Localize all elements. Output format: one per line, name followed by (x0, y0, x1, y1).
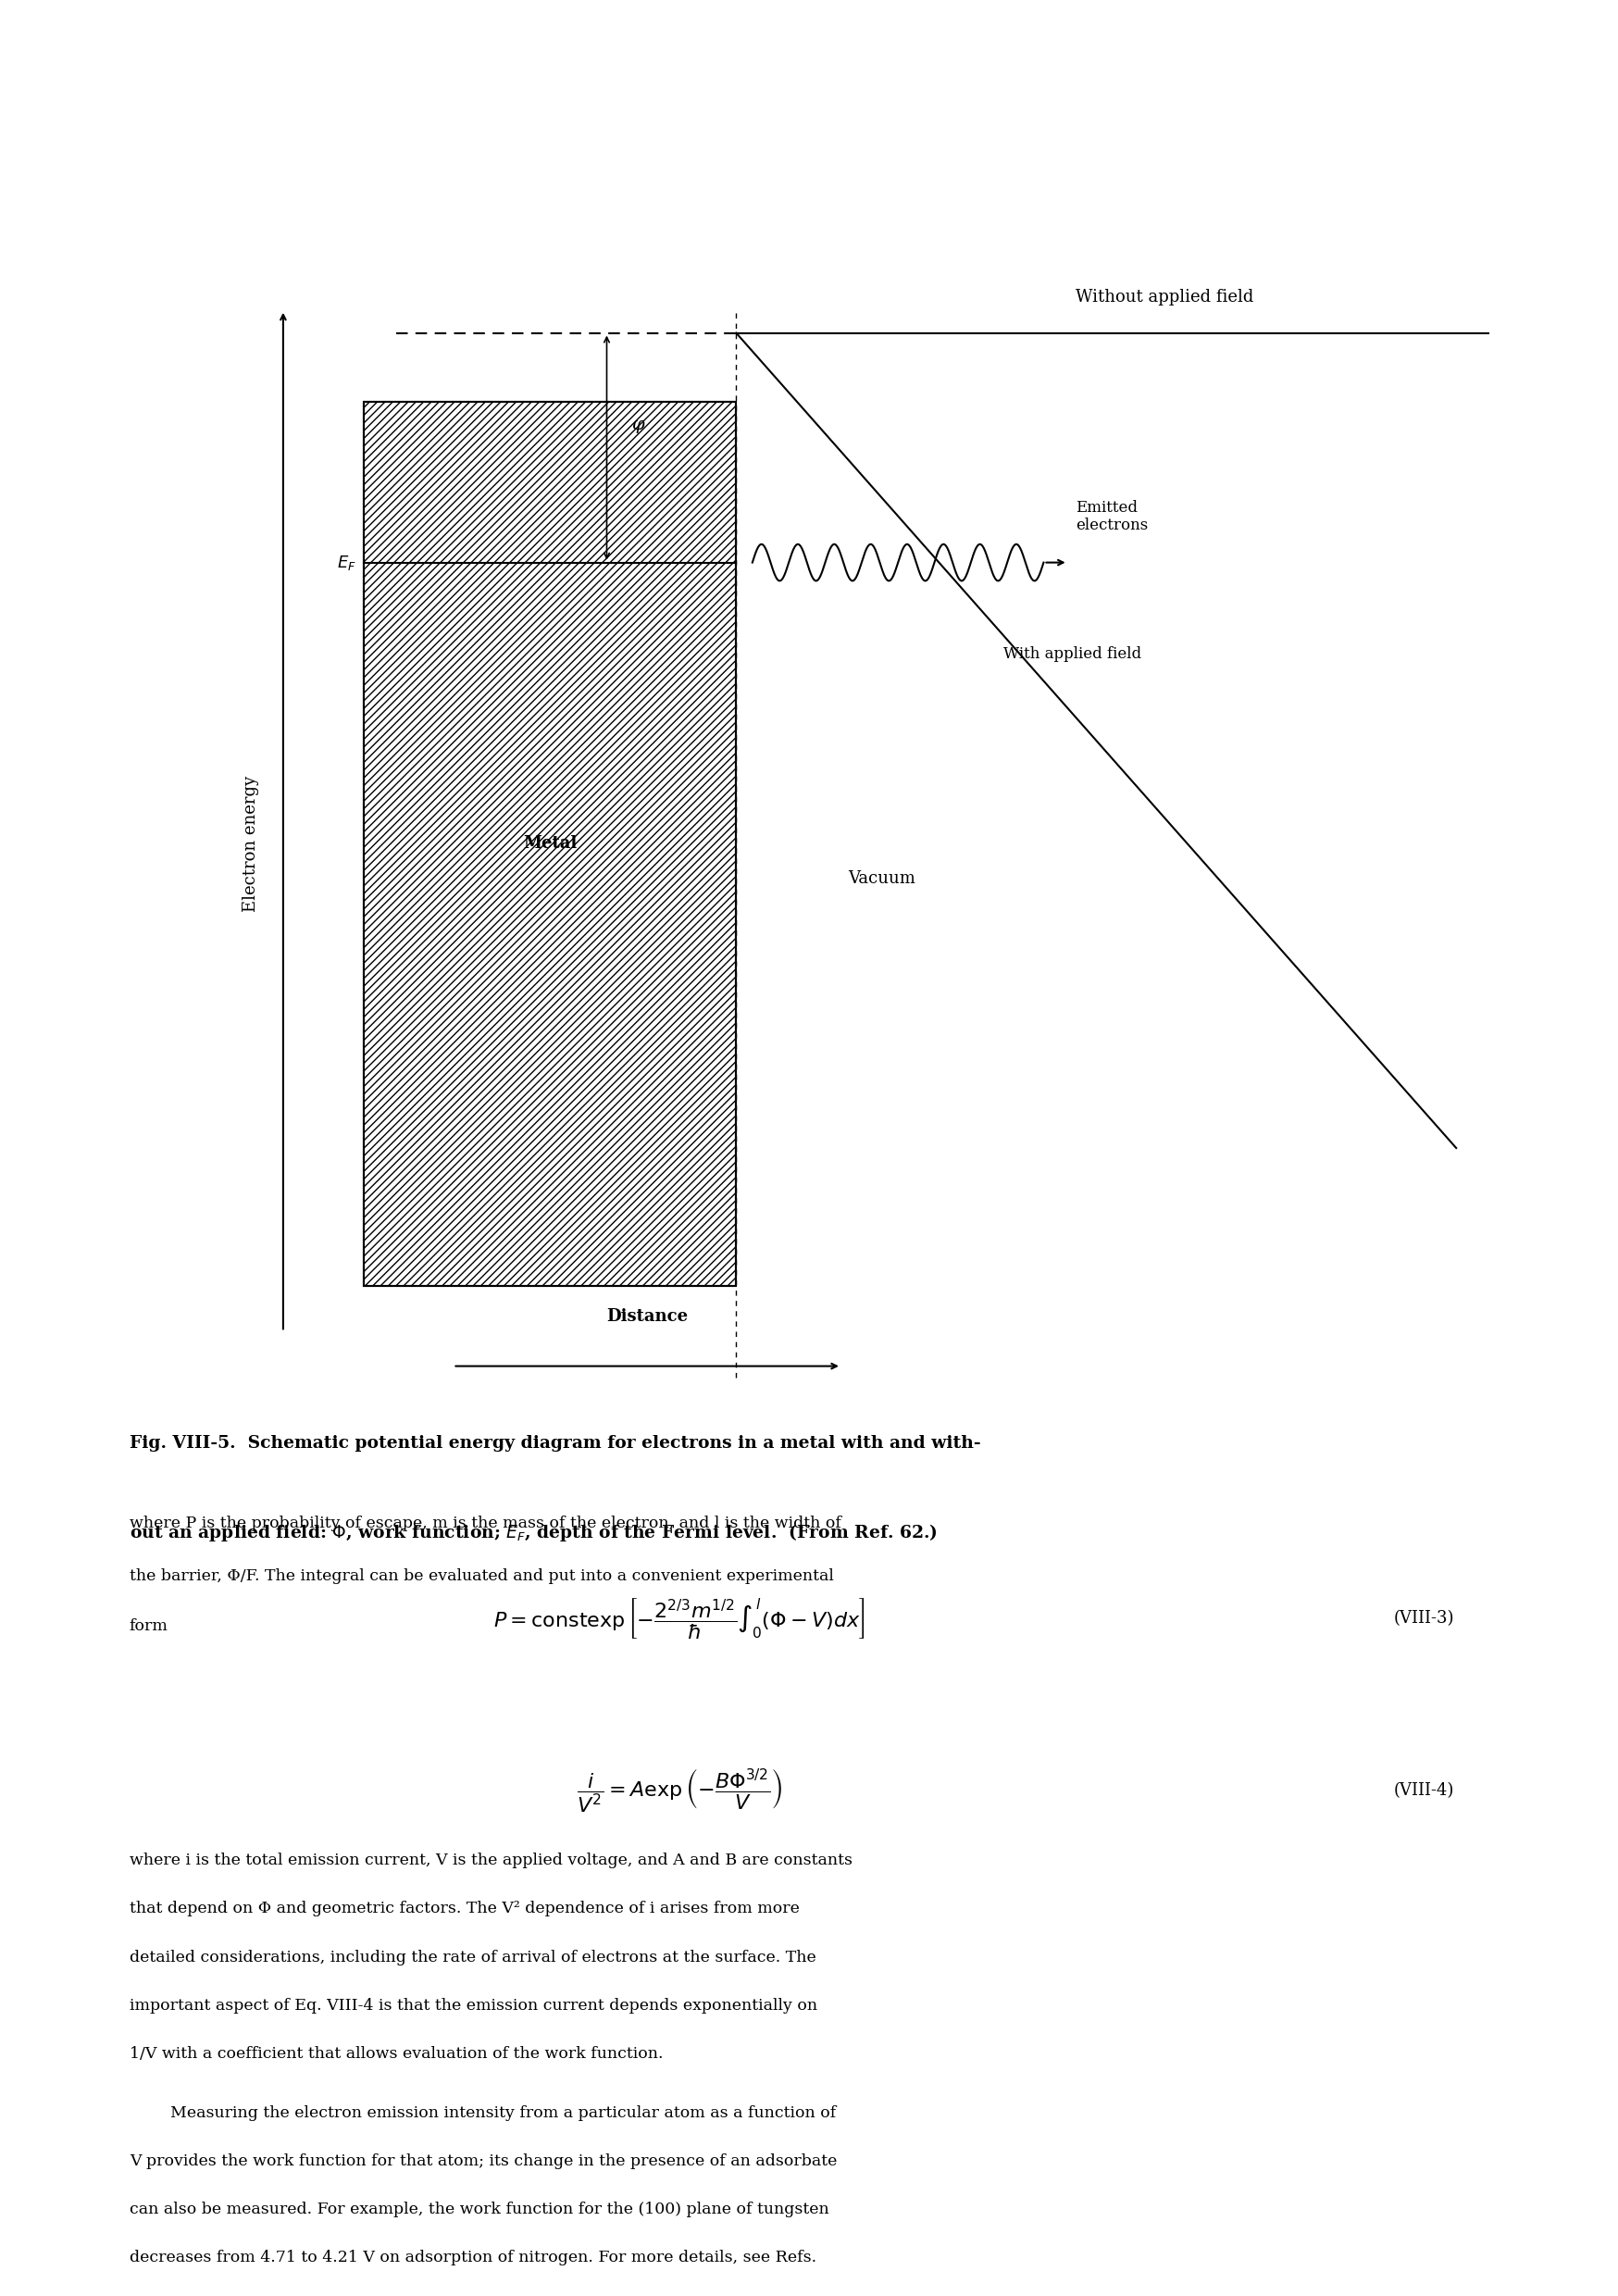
Text: where i is the total emission current, V is the applied voltage, and A and B are: where i is the total emission current, V… (129, 1853, 853, 1869)
Text: Emitted
electrons: Emitted electrons (1076, 501, 1149, 533)
Text: φ: φ (631, 416, 644, 434)
Text: Distance: Distance (607, 1309, 688, 1325)
Text: form: form (129, 1619, 168, 1635)
Text: Without applied field: Without applied field (1076, 289, 1254, 305)
Text: $P = \mathrm{const}\exp\left[ -\dfrac{2^{2/3}m^{1/2}}{\hbar} \int_0^l (\Phi - V): $P = \mathrm{const}\exp\left[ -\dfrac{2^… (493, 1596, 866, 1642)
Text: important aspect of Eq. VIII-4 is that the emission current depends exponentiall: important aspect of Eq. VIII-4 is that t… (129, 1998, 817, 2014)
Text: $\dfrac{i}{V^2} = A\exp\left( -\dfrac{B\Phi^{3/2}}{V} \right)$: $\dfrac{i}{V^2} = A\exp\left( -\dfrac{B\… (576, 1768, 783, 1814)
Text: $E_F$: $E_F$ (337, 553, 356, 572)
Text: Fig. VIII-5.  Schematic potential energy diagram for electrons in a metal with a: Fig. VIII-5. Schematic potential energy … (129, 1435, 981, 1451)
Text: decreases from 4.71 to 4.21 V on adsorption of nitrogen. For more details, see R: decreases from 4.71 to 4.21 V on adsorpt… (129, 2250, 817, 2266)
Text: V provides the work function for that atom; its change in the presence of an ads: V provides the work function for that at… (129, 2154, 837, 2170)
Text: Electron energy: Electron energy (243, 776, 259, 912)
Text: where P is the probability of escape, m is the mass of the electron, and l is th: where P is the probability of escape, m … (129, 1515, 841, 1531)
Text: With applied field: With applied field (1003, 647, 1141, 661)
Text: the barrier, Φ/F. The integral can be evaluated and put into a convenient experi: the barrier, Φ/F. The integral can be ev… (129, 1568, 833, 1584)
Text: Metal: Metal (523, 836, 578, 852)
Bar (364, 402, 736, 1286)
Text: Measuring the electron emission intensity from a particular atom as a function o: Measuring the electron emission intensit… (170, 2105, 835, 2122)
Text: that depend on Φ and geometric factors. The V² dependence of i arises from more: that depend on Φ and geometric factors. … (129, 1901, 799, 1917)
Text: Vacuum: Vacuum (848, 870, 916, 886)
Text: (VIII-4): (VIII-4) (1393, 1782, 1455, 1800)
Text: out an applied field: $\Phi$, work function; $E_F$, depth of the Fermi level.  (: out an applied field: $\Phi$, work funct… (129, 1522, 937, 1543)
Text: (VIII-3): (VIII-3) (1393, 1609, 1455, 1628)
Text: detailed considerations, including the rate of arrival of electrons at the surfa: detailed considerations, including the r… (129, 1949, 815, 1965)
Text: 1/V with a coefficient that allows evaluation of the work function.: 1/V with a coefficient that allows evalu… (129, 2046, 663, 2062)
Text: can also be measured. For example, the work function for the (100) plane of tung: can also be measured. For example, the w… (129, 2202, 828, 2218)
Bar (364, 402, 736, 1286)
